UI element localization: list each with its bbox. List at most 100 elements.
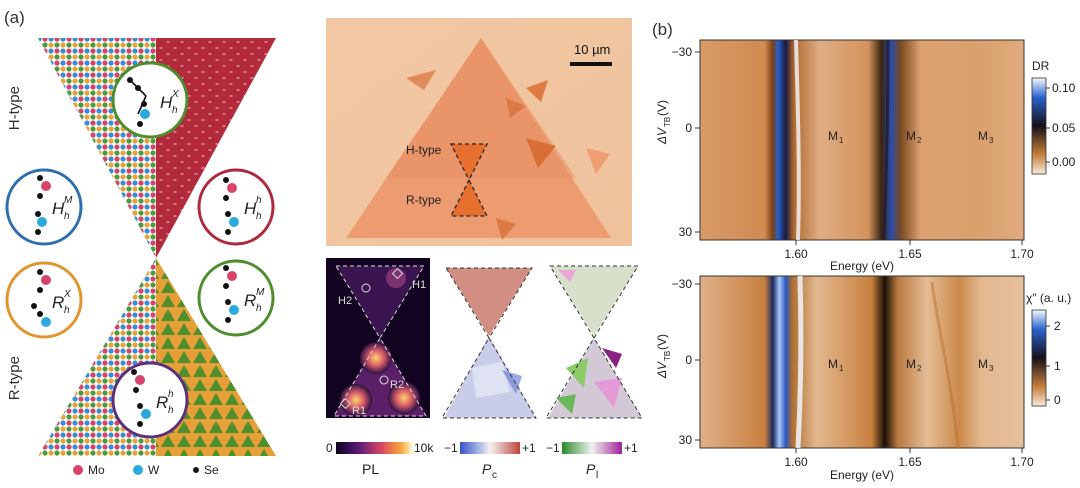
svg-text:3: 3 xyxy=(989,364,994,373)
svg-text:h: h xyxy=(168,405,174,416)
svg-text:h: h xyxy=(256,195,262,206)
scalebar-label: 10 µm xyxy=(574,42,610,57)
svg-text:H: H xyxy=(52,199,65,218)
mo-swatch xyxy=(73,465,83,475)
top-ytick-neg30: −30 xyxy=(672,45,693,59)
region-h2: H2 xyxy=(338,295,352,307)
pl-cbar-name: PL xyxy=(362,461,379,477)
micro-r-type: R-type xyxy=(406,193,442,207)
svg-text:R: R xyxy=(244,291,256,310)
top-mode-m2: M xyxy=(906,129,916,143)
svg-text:2: 2 xyxy=(917,136,922,145)
region-r1: R1 xyxy=(352,405,366,417)
pl-cbar-max: 10k xyxy=(414,441,434,455)
pc-cbar-name: P xyxy=(482,461,492,477)
pl-lin-cbar-name: P xyxy=(586,461,596,477)
bot-cbar-title: χ″ (a. u.) xyxy=(1026,291,1071,305)
stacking-circle-rhh: R h h xyxy=(111,361,189,439)
reflectance-plots: −30 0 30 ΔV TB (V) 1.60 1.65 1.70 Energy… xyxy=(655,39,1076,482)
bot-cbar-0: 0 xyxy=(1054,393,1061,407)
bot-xtick-165: 1.65 xyxy=(898,455,922,469)
w-swatch xyxy=(133,465,143,475)
svg-text:h: h xyxy=(256,303,262,314)
legend-se: Se xyxy=(204,463,219,477)
bot-xlabel: Energy (eV) xyxy=(830,468,894,482)
svg-text:3: 3 xyxy=(989,136,994,145)
top-ytick-30: 30 xyxy=(679,225,693,239)
stacking-circle-hhx: H h X xyxy=(111,61,189,139)
dr-heatmap xyxy=(699,39,1025,241)
dr-colorbar xyxy=(1031,77,1047,175)
bot-ytick-30: 30 xyxy=(679,433,693,447)
pc-cbar-max: +1 xyxy=(522,441,536,455)
top-ytick-0: 0 xyxy=(685,121,692,135)
svg-text:TB: TB xyxy=(663,117,672,127)
pl-colorbar xyxy=(336,442,412,454)
svg-text:H: H xyxy=(244,199,257,218)
bot-xtick-160: 1.60 xyxy=(784,455,808,469)
pc-colorbar xyxy=(460,442,520,454)
svg-text:X: X xyxy=(63,289,71,300)
svg-text:TB: TB xyxy=(663,351,672,361)
top-mode-m1: M xyxy=(828,129,838,143)
top-cbar-000: 0.00 xyxy=(1052,155,1076,169)
svg-text:1: 1 xyxy=(839,364,844,373)
svg-text:R: R xyxy=(156,393,168,412)
micro-h-type: H-type xyxy=(406,143,442,157)
pl-lin-cbar-sub: l xyxy=(596,470,598,481)
svg-text:H: H xyxy=(160,93,173,112)
stacking-circle-rhm: R h M xyxy=(197,259,275,337)
bot-ytick-neg30: −30 xyxy=(672,277,693,291)
svg-text:h: h xyxy=(64,211,70,222)
bot-ylabel: ΔV TB (V) xyxy=(655,334,672,379)
bot-cbar-1: 1 xyxy=(1054,359,1061,373)
panel-b-label: (b) xyxy=(652,20,673,39)
stacking-schematic: H h X H h M H h h R h X R h M xyxy=(5,38,276,477)
svg-text:ΔV: ΔV xyxy=(655,361,669,379)
pl-linear-map xyxy=(545,265,643,419)
top-cbar-title: DR xyxy=(1032,59,1050,73)
svg-text:M: M xyxy=(64,195,73,206)
pc-map xyxy=(441,267,537,419)
svg-text:h: h xyxy=(172,105,178,116)
svg-text:ΔV: ΔV xyxy=(655,127,669,145)
se-swatch xyxy=(193,467,199,473)
svg-text:h: h xyxy=(256,211,262,222)
pc-cbar-sub: c xyxy=(492,470,497,481)
top-cbar-005: 0.05 xyxy=(1052,121,1076,135)
region-h1: H1 xyxy=(412,279,426,291)
bot-mode-m2: M xyxy=(906,357,916,371)
pl-lin-cbar-max: +1 xyxy=(624,441,638,455)
legend-mo: Mo xyxy=(88,463,105,477)
svg-text:h: h xyxy=(168,389,174,400)
svg-text:(V): (V) xyxy=(655,100,669,116)
chi-colorbar xyxy=(1031,309,1047,407)
stacking-circle-hhh: H h h xyxy=(197,168,275,246)
legend-w: W xyxy=(148,463,160,477)
bot-ytick-0: 0 xyxy=(685,353,692,367)
svg-text:h: h xyxy=(64,305,70,316)
top-mode-m3: M xyxy=(978,129,988,143)
svg-text:(V): (V) xyxy=(655,334,669,350)
top-xtick-160: 1.60 xyxy=(784,247,808,261)
pl-polarization-maps: H1 H2 R1 R2 0 10k PL −1 +1 P c −1 +1 P l xyxy=(326,258,643,481)
chi-heatmap xyxy=(699,275,1025,449)
scalebar xyxy=(570,62,612,66)
svg-text:R: R xyxy=(52,293,64,312)
stacking-circle-rhx: R h X xyxy=(5,261,83,339)
top-ylabel: ΔV TB (V) xyxy=(655,100,672,145)
svg-text:1: 1 xyxy=(839,136,844,145)
panel-a-label: (a) xyxy=(4,8,25,27)
pl-lin-cbar-min: −1 xyxy=(546,441,560,455)
bot-mode-m3: M xyxy=(978,357,988,371)
pl-lin-colorbar xyxy=(562,442,622,454)
region-r2: R2 xyxy=(390,379,404,391)
top-xtick-170: 1.70 xyxy=(1010,247,1034,261)
bot-mode-m1: M xyxy=(828,357,838,371)
pc-cbar-min: −1 xyxy=(444,441,458,455)
svg-text:2: 2 xyxy=(917,364,922,373)
bot-xtick-170: 1.70 xyxy=(1010,455,1034,469)
atom-legend: Mo W Se xyxy=(73,463,219,477)
bot-cbar-2: 2 xyxy=(1054,319,1061,333)
top-xtick-165: 1.65 xyxy=(898,247,922,261)
